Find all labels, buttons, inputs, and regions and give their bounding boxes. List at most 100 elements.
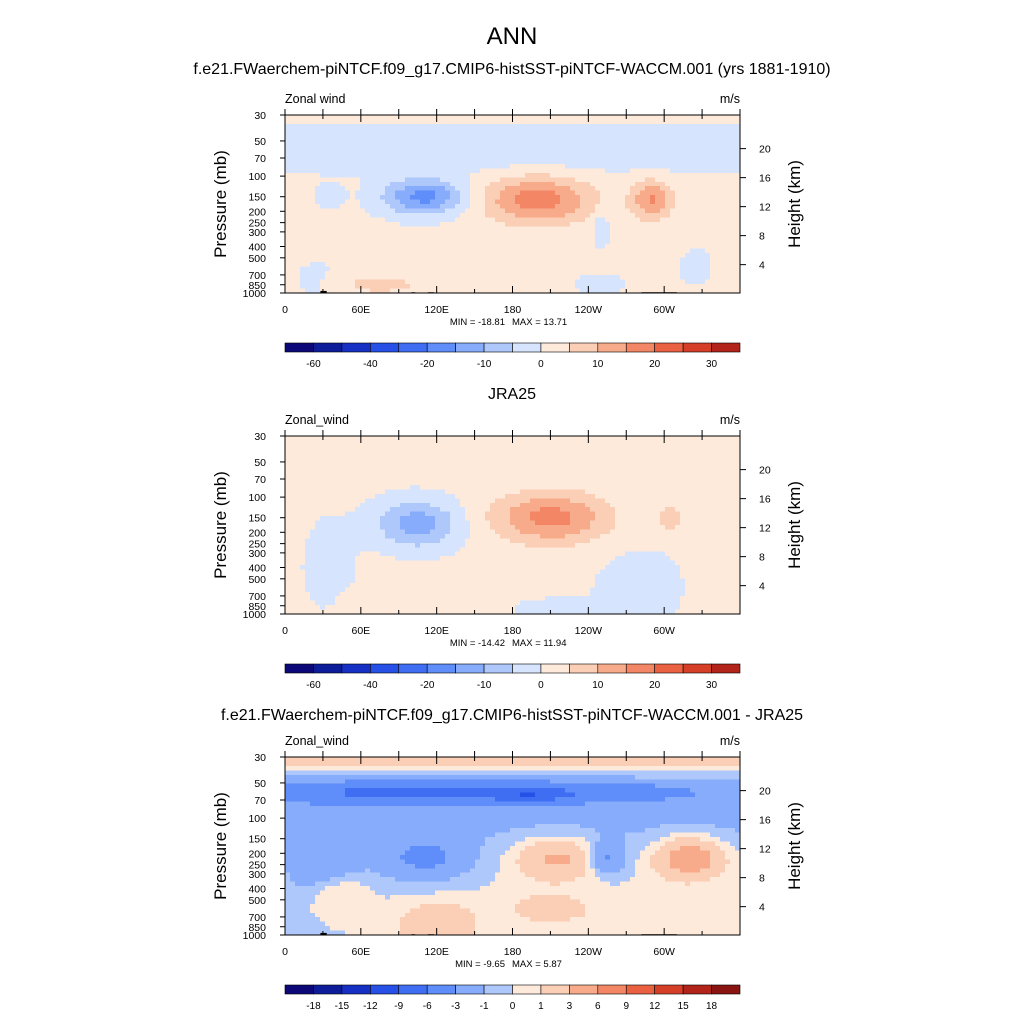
contour-cell xyxy=(425,467,431,473)
contour-cell xyxy=(670,159,676,165)
contour-cell xyxy=(510,462,516,468)
contour-cell xyxy=(310,132,316,138)
contour-cell xyxy=(520,212,526,218)
contour-cell xyxy=(360,128,366,134)
contour-cell xyxy=(525,190,531,196)
contour-cell xyxy=(640,440,646,446)
contour-cell xyxy=(665,444,671,450)
contour-cell xyxy=(735,186,741,192)
contour-cell xyxy=(435,493,441,499)
contour-cell xyxy=(595,190,601,196)
contour-cell xyxy=(340,212,346,218)
contour-cell xyxy=(690,168,696,174)
contour-cell xyxy=(435,476,441,482)
contour-cell xyxy=(720,204,726,210)
contour-cell xyxy=(680,172,686,178)
contour-cell xyxy=(415,163,421,169)
contour-cell xyxy=(580,137,586,143)
contour-cell xyxy=(430,248,436,254)
contour-cell xyxy=(525,480,531,486)
contour-cell xyxy=(410,453,416,459)
contour-cell xyxy=(470,471,476,477)
contour-cell xyxy=(540,239,546,245)
contour-cell xyxy=(715,208,721,214)
contour-cell xyxy=(730,257,736,263)
contour-cell xyxy=(735,132,741,138)
contour-cell xyxy=(660,235,666,241)
contour-cell xyxy=(735,181,741,187)
contour-cell xyxy=(430,115,436,121)
contour-cell xyxy=(380,190,386,196)
contour-cell xyxy=(700,449,706,455)
contour-cell xyxy=(410,137,416,143)
contour-cell xyxy=(665,230,671,236)
contour-cell xyxy=(700,458,706,464)
contour-cell xyxy=(395,217,401,223)
contour-cell xyxy=(620,186,626,192)
contour-cell xyxy=(585,266,591,272)
contour-cell xyxy=(420,471,426,477)
contour-cell xyxy=(300,266,306,272)
contour-cell xyxy=(415,436,421,442)
contour-cell xyxy=(415,204,421,210)
contour-cell xyxy=(650,128,656,134)
contour-cell xyxy=(410,168,416,174)
contour-cell xyxy=(430,190,436,196)
contour-cell xyxy=(435,146,441,152)
contour-cell xyxy=(335,288,341,294)
contour-cell xyxy=(710,128,716,134)
contour-cell xyxy=(670,235,676,241)
contour-cell xyxy=(555,195,561,201)
contour-cell xyxy=(410,248,416,254)
contour-cell xyxy=(615,172,621,178)
contour-cell xyxy=(375,217,381,223)
contour-cell xyxy=(645,239,651,245)
contour-cell xyxy=(305,212,311,218)
contour-cell xyxy=(360,248,366,254)
contour-cell xyxy=(635,261,641,267)
contour-cell xyxy=(630,449,636,455)
contour-cell xyxy=(510,270,516,276)
contour-cell xyxy=(665,480,671,486)
contour-cell xyxy=(600,266,606,272)
contour-cell xyxy=(360,177,366,183)
contour-cell xyxy=(605,128,611,134)
y-tick-label: 500 xyxy=(248,253,266,265)
contour-cell xyxy=(350,208,356,214)
contour-cell xyxy=(405,195,411,201)
contour-cell xyxy=(415,288,421,294)
contour-cell xyxy=(575,458,581,464)
contour-cell xyxy=(350,467,356,473)
contour-cell xyxy=(400,181,406,187)
contour-cell xyxy=(420,257,426,263)
contour-cell xyxy=(300,123,306,129)
contour-cell xyxy=(405,476,411,482)
contour-cell xyxy=(350,270,356,276)
contour-cell xyxy=(500,146,506,152)
contour-cell xyxy=(540,146,546,152)
contour-cell xyxy=(680,279,686,285)
contour-cell xyxy=(565,204,571,210)
contour-cell xyxy=(430,270,436,276)
contour-cell xyxy=(690,458,696,464)
contour-cell xyxy=(445,440,451,446)
contour-cell xyxy=(525,449,531,455)
contour-cell xyxy=(475,137,481,143)
contour-cell xyxy=(370,146,376,152)
contour-cell xyxy=(310,493,316,499)
contour-cell xyxy=(360,467,366,473)
contour-cell xyxy=(595,146,601,152)
contour-cell xyxy=(655,186,661,192)
contour-cell xyxy=(540,123,546,129)
contour-cell xyxy=(300,244,306,250)
contour-cell xyxy=(630,212,636,218)
contour-cell xyxy=(430,195,436,201)
contour-cell xyxy=(595,172,601,178)
contour-cell xyxy=(675,186,681,192)
contour-cell xyxy=(600,248,606,254)
contour-cell xyxy=(530,266,536,272)
contour-cell xyxy=(465,172,471,178)
contour-cell xyxy=(445,186,451,192)
contour-cell xyxy=(425,119,431,125)
contour-cell xyxy=(510,132,516,138)
